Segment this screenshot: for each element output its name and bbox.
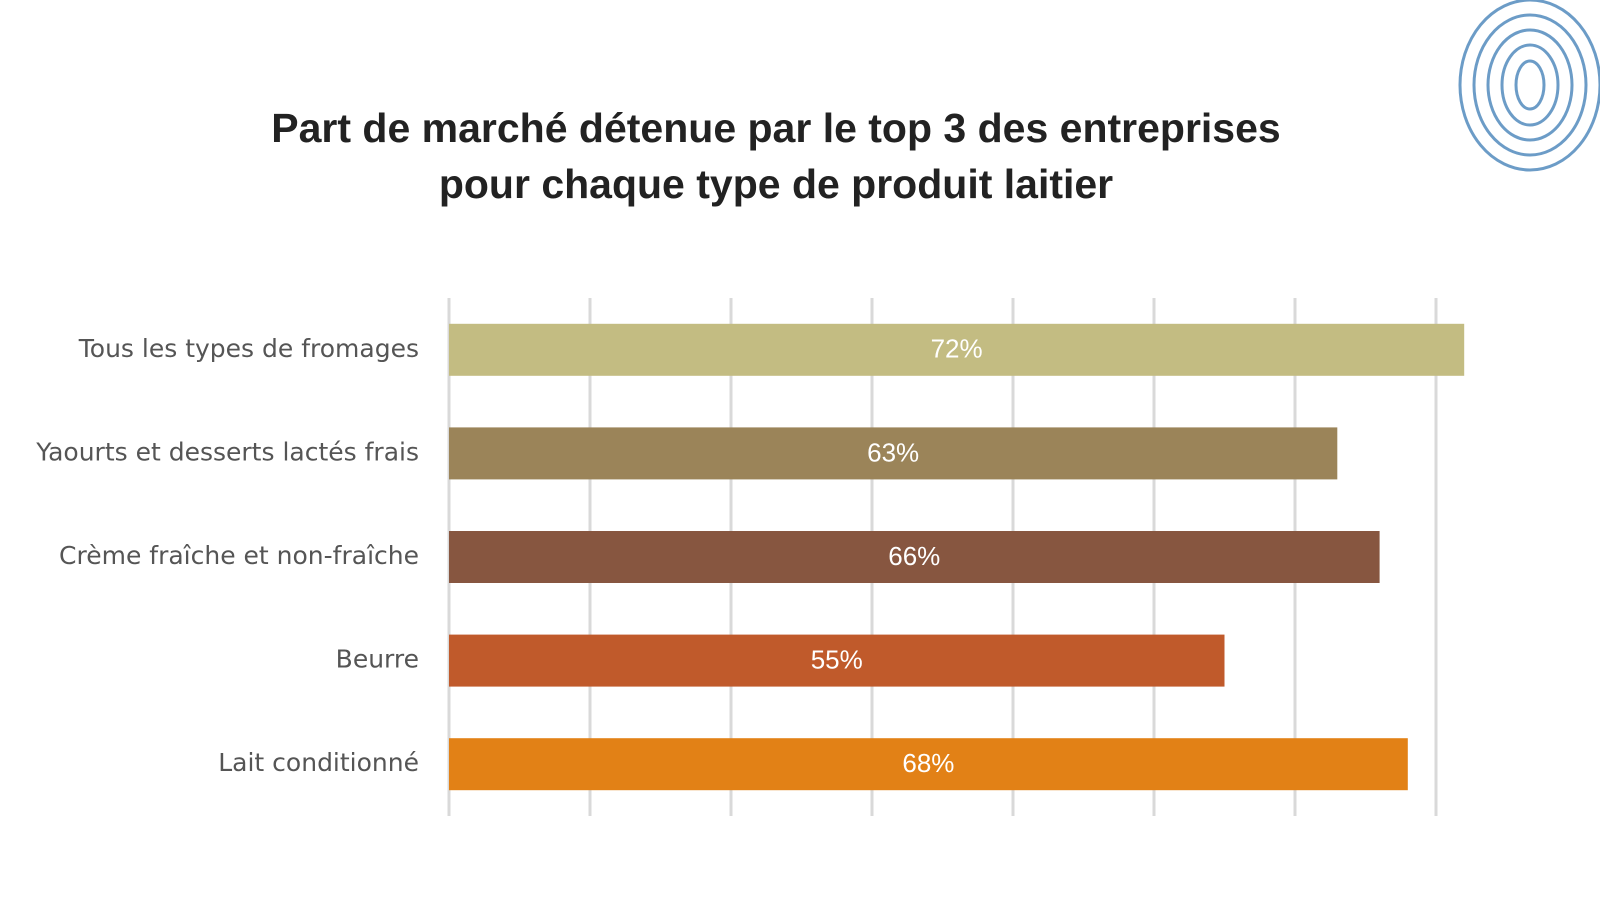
value-label: 66% [888, 541, 940, 571]
value-label: 63% [867, 437, 919, 467]
bar [449, 323, 1465, 376]
bar [449, 427, 1338, 480]
value-label: 55% [811, 644, 863, 674]
bar [449, 738, 1408, 791]
category-label: Tous les types de fromages [78, 334, 419, 363]
value-label: 68% [902, 748, 954, 778]
category-label: Crème fraîche et non-fraîche [59, 541, 419, 570]
bar [449, 531, 1380, 583]
fingerprint-decoration [1458, 0, 1600, 172]
chart-title: Part de marché détenue par le top 3 des … [271, 105, 1280, 151]
chart-title: pour chaque type de produit laitier [439, 161, 1113, 207]
category-label: Yaourts et desserts lactés frais [35, 437, 419, 466]
value-label: 72% [931, 334, 983, 364]
category-label: Lait conditionné [218, 748, 419, 777]
bar [449, 634, 1225, 687]
category-label: Beurre [336, 645, 419, 674]
